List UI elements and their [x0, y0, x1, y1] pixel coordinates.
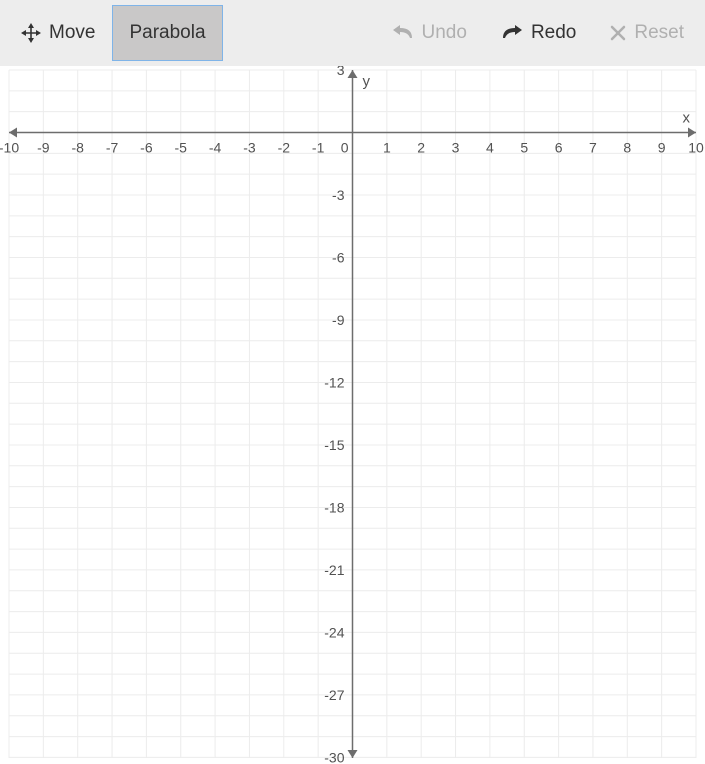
- y-tick-label: -9: [332, 312, 345, 328]
- y-tick-label: -6: [332, 249, 345, 265]
- move-icon: [21, 23, 41, 43]
- y-tick-label: 3: [337, 66, 345, 78]
- parabola-button[interactable]: Parabola: [112, 5, 222, 61]
- x-tick-label: -4: [209, 140, 222, 156]
- redo-label: Redo: [531, 22, 576, 44]
- x-tick-label: 0: [341, 140, 349, 156]
- undo-button[interactable]: Undo: [375, 5, 484, 61]
- x-tick-label: 7: [589, 140, 597, 156]
- x-tick-label: 8: [623, 140, 631, 156]
- x-tick-label: -2: [278, 140, 291, 156]
- x-tick-label: 2: [417, 140, 425, 156]
- y-tick-label: -18: [324, 499, 344, 515]
- y-tick-label: -30: [324, 749, 344, 764]
- redo-icon: [501, 25, 523, 41]
- x-tick-label: 1: [383, 140, 391, 156]
- x-axis-label: x: [683, 110, 691, 127]
- toolbar: Move Parabola Undo Redo: [0, 0, 705, 66]
- x-tick-label: 3: [452, 140, 460, 156]
- x-tick-label: -8: [71, 140, 84, 156]
- y-tick-label: -15: [324, 437, 344, 453]
- x-tick-label: -1: [312, 140, 325, 156]
- y-tick-label: -24: [324, 624, 344, 640]
- parabola-label: Parabola: [129, 22, 205, 44]
- x-tick-label: 4: [486, 140, 494, 156]
- x-tick-label: -5: [175, 140, 188, 156]
- undo-label: Undo: [422, 22, 467, 44]
- move-label: Move: [49, 22, 95, 44]
- x-tick-label: 5: [520, 140, 528, 156]
- reset-button[interactable]: Reset: [593, 5, 701, 61]
- coordinate-plane: -10-9-8-7-6-5-4-3-2-10123456789103-3-6-9…: [0, 66, 705, 764]
- redo-button[interactable]: Redo: [484, 5, 593, 61]
- y-tick-label: -12: [324, 374, 344, 390]
- x-tick-label: -7: [106, 140, 119, 156]
- reset-label: Reset: [634, 22, 684, 44]
- close-icon: [610, 25, 626, 41]
- y-tick-label: -3: [332, 187, 345, 203]
- axis-labels: xy: [363, 73, 691, 127]
- undo-icon: [392, 25, 414, 41]
- graph-area[interactable]: -10-9-8-7-6-5-4-3-2-10123456789103-3-6-9…: [0, 66, 705, 764]
- y-axis-label: y: [363, 73, 371, 90]
- x-tick-label: -3: [243, 140, 256, 156]
- x-tick-label: 10: [688, 140, 704, 156]
- y-tick-label: -21: [324, 562, 344, 578]
- x-tick-label: -10: [0, 140, 19, 156]
- move-button[interactable]: Move: [4, 5, 112, 61]
- x-tick-label: 6: [555, 140, 563, 156]
- y-tick-label: -27: [324, 687, 344, 703]
- x-tick-label: 9: [658, 140, 666, 156]
- x-tick-label: -6: [140, 140, 153, 156]
- x-tick-label: -9: [37, 140, 50, 156]
